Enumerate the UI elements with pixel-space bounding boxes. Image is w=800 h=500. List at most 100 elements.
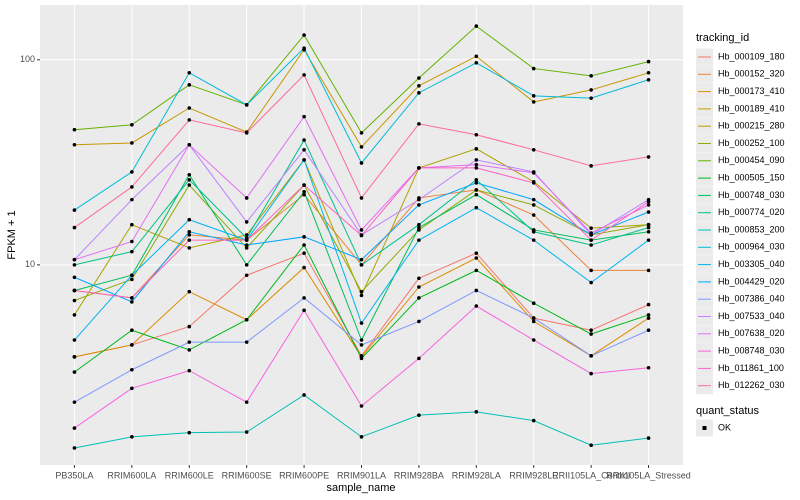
data-point: [302, 393, 306, 397]
legend-label: Hb_000109_180: [718, 51, 785, 61]
data-point: [244, 246, 249, 250]
legend-title: tracking_id: [696, 32, 749, 44]
data-point: [359, 257, 364, 262]
data-point: [531, 181, 536, 185]
data-point: [130, 141, 134, 145]
legend-label: Hb_000215_280: [718, 121, 785, 131]
data-point: [130, 386, 134, 391]
data-point: [72, 127, 77, 132]
data-point: [531, 301, 536, 306]
data-point: [589, 74, 593, 78]
data-point: [646, 200, 651, 204]
data-point: [302, 243, 306, 247]
data-point: [130, 185, 134, 189]
data-point: [474, 54, 479, 59]
data-point: [130, 296, 134, 300]
data-point: [417, 122, 421, 126]
data-point: [187, 348, 192, 352]
data-point: [646, 238, 651, 242]
data-point: [187, 324, 192, 329]
data-point: [646, 203, 651, 207]
data-point: [646, 59, 651, 64]
data-point: [130, 435, 134, 439]
x-tick-label: RRIM600SE: [222, 470, 272, 480]
data-point: [531, 171, 536, 175]
data-point: [187, 143, 192, 147]
data-point: [72, 275, 77, 280]
data-point: [417, 285, 421, 289]
data-point: [417, 356, 421, 361]
legend-label: Hb_000152_320: [718, 69, 785, 79]
data-point: [72, 143, 77, 147]
data-point: [302, 296, 306, 300]
data-point: [244, 400, 249, 404]
data-point: [187, 83, 192, 87]
data-point: [474, 24, 479, 28]
data-point: [130, 122, 134, 127]
data-point: [589, 332, 593, 336]
legend-label: Hb_000454_090: [718, 155, 785, 165]
data-point: [359, 161, 364, 165]
data-point: [244, 340, 249, 344]
data-point: [130, 277, 134, 282]
data-point: [474, 188, 479, 192]
data-point: [72, 426, 77, 430]
data-point: [244, 103, 249, 107]
legend-label: Hb_007386_040: [718, 294, 785, 304]
data-point: [187, 71, 192, 75]
x-tick-label: RRII105LA_Control: [552, 470, 630, 480]
x-tick-label: RRIM928LA: [452, 470, 501, 480]
data-point: [646, 313, 651, 317]
data-point: [244, 273, 249, 278]
x-tick-label: RRIM928BA: [394, 470, 444, 480]
data-point: [474, 304, 479, 308]
data-point: [646, 328, 651, 333]
legend-label: Hb_007638_020: [718, 328, 785, 338]
data-point: [302, 192, 306, 197]
data-point: [417, 225, 421, 230]
data-point: [359, 435, 364, 439]
data-point: [417, 319, 421, 324]
x-tick-label: RRIM901LA: [337, 470, 386, 480]
data-point: [531, 203, 536, 207]
data-point: [302, 73, 306, 77]
data-point: [187, 172, 192, 177]
legend-label: Hb_000774_020: [718, 207, 785, 217]
data-point: [72, 208, 77, 212]
data-point: [130, 222, 134, 227]
data-point: [531, 316, 536, 320]
data-point: [417, 238, 421, 242]
x-axis-title: sample_name: [326, 482, 395, 494]
legend-label: OK: [718, 422, 731, 432]
data-point: [302, 114, 306, 119]
data-point: [187, 229, 192, 234]
data-point: [474, 132, 479, 137]
data-point: [302, 308, 306, 313]
data-point: [72, 288, 77, 293]
data-point: [589, 88, 593, 92]
data-point: [244, 131, 249, 135]
legend-label: Hb_000252_100: [718, 138, 785, 148]
data-point: [531, 418, 536, 423]
data-point: [589, 443, 593, 448]
data-point: [417, 296, 421, 300]
legend-title: quant_status: [696, 405, 759, 417]
data-point: [359, 228, 364, 232]
legend-label: Hb_000964_030: [718, 242, 785, 252]
data-point: [130, 367, 134, 372]
data-point: [646, 222, 651, 227]
data-point: [244, 233, 249, 237]
data-point: [72, 225, 77, 230]
data-point: [646, 229, 651, 234]
data-point: [359, 263, 364, 267]
data-point: [72, 313, 77, 317]
data-point: [531, 319, 536, 324]
data-point: [589, 243, 593, 247]
data-point: [474, 251, 479, 255]
data-point: [646, 365, 651, 370]
data-point: [72, 298, 77, 303]
data-point: [531, 229, 536, 234]
data-point: [531, 213, 536, 217]
data-point: [589, 268, 593, 273]
